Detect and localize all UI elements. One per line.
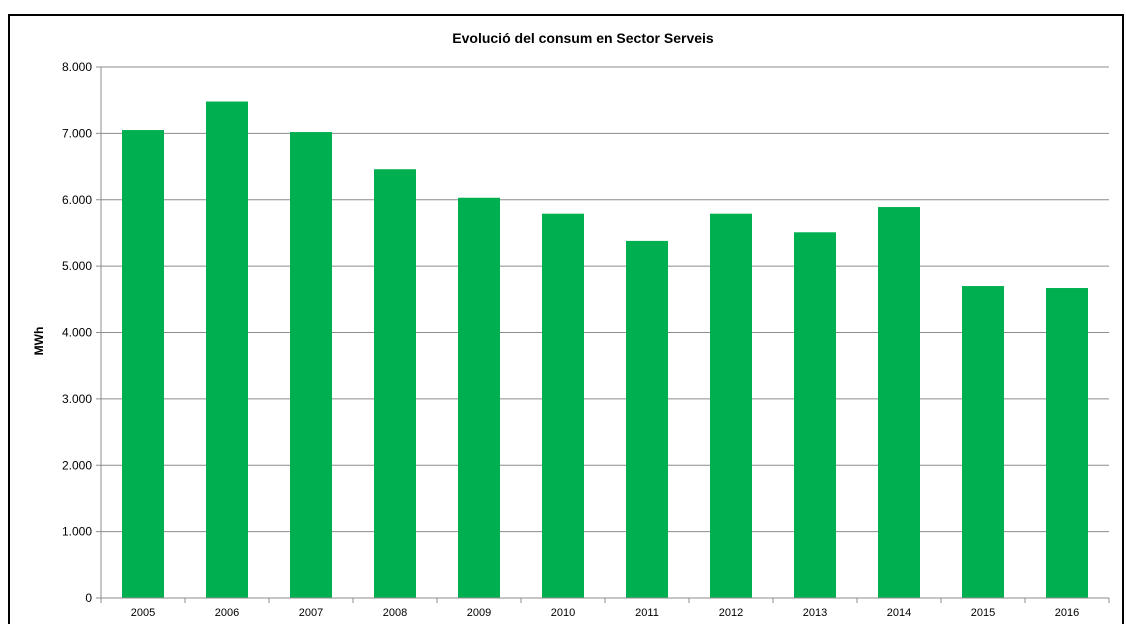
bar-2007 xyxy=(290,132,332,599)
gridlines xyxy=(101,66,1109,533)
bar-2006 xyxy=(206,101,248,598)
x-tick-label: 2009 xyxy=(467,607,491,619)
bar-2014 xyxy=(878,207,920,598)
chart-title: Evolució del consum en Sector Serveis xyxy=(452,30,714,46)
bars xyxy=(122,101,1088,599)
x-tick-label: 2011 xyxy=(635,607,659,619)
bar-2012 xyxy=(710,213,752,598)
y-tick-label: 4.000 xyxy=(62,326,92,340)
x-tick-label: 2006 xyxy=(215,607,239,619)
y-tick-label: 0 xyxy=(85,591,92,605)
y-tick-label: 1.000 xyxy=(62,525,92,539)
y-tick-label: 7.000 xyxy=(62,126,92,140)
y-tick-label: 2.000 xyxy=(62,458,92,472)
bar-2009 xyxy=(458,197,500,599)
bar-2005 xyxy=(122,130,164,598)
y-tick-label: 8.000 xyxy=(62,60,92,74)
x-tick-label: 2007 xyxy=(299,607,323,619)
bar-2010 xyxy=(542,213,584,598)
y-axis-label: MWh xyxy=(32,327,46,356)
bar-2013 xyxy=(794,232,836,598)
x-tick-label: 2012 xyxy=(719,607,743,619)
x-tick-label: 2016 xyxy=(1055,607,1079,619)
x-tick-label: 2010 xyxy=(551,607,575,619)
y-tick-label: 3.000 xyxy=(62,392,92,406)
bar-2011 xyxy=(626,240,668,598)
x-tick-label: 2005 xyxy=(131,607,155,619)
bar-2015 xyxy=(962,286,1004,598)
x-tick-label: 2008 xyxy=(383,607,407,619)
axes: 0 1.000 2.000 3.000 4.000 5.000 6.000 7.000 8.00… xyxy=(62,60,1110,619)
x-tick-label: 2015 xyxy=(971,607,995,619)
x-tick-label: 2014 xyxy=(887,607,911,619)
bar-2008 xyxy=(374,169,416,598)
y-tick-label: 6.000 xyxy=(62,193,92,207)
bar-2016 xyxy=(1046,288,1088,598)
x-tick-label: 2013 xyxy=(803,607,827,619)
y-tick-label: 5.000 xyxy=(62,259,92,273)
